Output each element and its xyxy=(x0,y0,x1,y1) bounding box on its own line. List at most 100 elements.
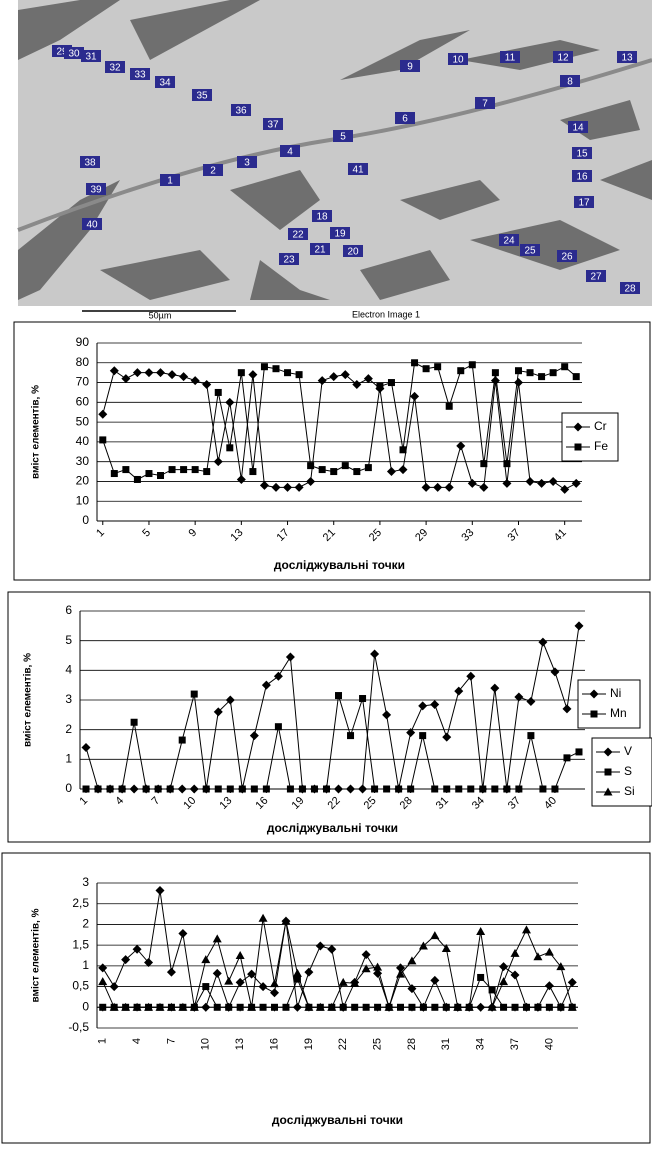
marker xyxy=(271,482,281,492)
marker xyxy=(526,696,536,706)
marker xyxy=(525,476,535,486)
marker xyxy=(298,785,306,793)
marker xyxy=(202,785,210,793)
marker xyxy=(445,402,453,410)
point-badge xyxy=(279,253,299,265)
marker xyxy=(118,785,126,793)
marker xyxy=(286,785,294,793)
marker xyxy=(281,916,291,925)
marker xyxy=(294,482,304,492)
marker xyxy=(376,383,384,391)
marker xyxy=(166,1002,176,1011)
point-badge xyxy=(310,243,330,255)
x-tick-label: 28 xyxy=(398,795,415,812)
marker xyxy=(351,1003,359,1011)
marker xyxy=(361,964,371,973)
point-badge xyxy=(192,89,212,101)
marker xyxy=(526,369,534,377)
marker xyxy=(537,478,547,488)
point-badge xyxy=(574,196,594,208)
marker xyxy=(479,785,487,793)
x-tick-label: 16 xyxy=(268,1038,280,1050)
marker xyxy=(422,365,430,373)
marker xyxy=(347,732,355,740)
x-tick-label: 25 xyxy=(362,795,379,812)
x-tick-label: 13 xyxy=(217,795,234,812)
point-badge xyxy=(586,270,606,282)
marker xyxy=(575,748,583,756)
marker xyxy=(213,457,223,467)
marker xyxy=(191,466,199,474)
series-line xyxy=(102,918,573,1010)
marker xyxy=(98,977,108,986)
marker xyxy=(534,1003,542,1011)
marker xyxy=(513,378,523,388)
y-tick-label: 90 xyxy=(76,335,90,349)
point-label: 5 xyxy=(340,132,346,143)
marker xyxy=(189,1002,199,1011)
micrograph-strip xyxy=(18,306,652,320)
marker xyxy=(464,1002,474,1011)
marker xyxy=(144,958,154,968)
marker xyxy=(562,704,572,714)
marker xyxy=(307,462,315,470)
marker xyxy=(284,369,292,377)
marker xyxy=(202,380,212,390)
y-tick-label: 10 xyxy=(76,493,90,507)
marker xyxy=(214,388,222,396)
x-tick-label: 16 xyxy=(253,795,270,812)
marker xyxy=(94,785,102,793)
marker xyxy=(283,482,293,492)
marker xyxy=(317,376,327,386)
point-badge xyxy=(560,75,580,87)
marker xyxy=(203,468,211,476)
marker xyxy=(293,975,301,983)
point-label: 28 xyxy=(624,284,636,295)
point-badge xyxy=(130,68,150,80)
legend-label: Ni xyxy=(610,686,621,700)
point-badge xyxy=(400,60,420,72)
marker xyxy=(201,955,211,964)
marker xyxy=(274,723,282,731)
x-tick-label: 17 xyxy=(275,527,292,544)
marker xyxy=(122,466,130,474)
marker xyxy=(249,731,259,741)
marker xyxy=(212,968,222,978)
marker xyxy=(330,468,338,476)
marker xyxy=(315,941,325,951)
marker xyxy=(99,1003,107,1011)
marker xyxy=(407,956,417,965)
x-tick-label: 34 xyxy=(475,1038,487,1050)
point-badge xyxy=(617,51,637,63)
marker xyxy=(352,380,362,390)
x-tick-label: 41 xyxy=(552,527,569,544)
point-label: 38 xyxy=(84,158,96,169)
marker xyxy=(430,699,440,709)
marker xyxy=(340,370,350,380)
y-tick-label: 2 xyxy=(82,917,89,931)
marker xyxy=(490,376,500,386)
legend-box xyxy=(561,412,619,462)
point-badge xyxy=(155,76,175,88)
x-tick-label: 7 xyxy=(150,795,163,808)
marker xyxy=(374,1003,382,1011)
marker xyxy=(370,649,380,659)
marker xyxy=(82,785,90,793)
marker xyxy=(178,929,188,939)
point-label: 22 xyxy=(292,230,304,241)
marker xyxy=(225,1003,233,1011)
series-line xyxy=(85,625,580,790)
image-caption: Electron Image 1 xyxy=(352,309,420,319)
legend-label: Cr xyxy=(594,419,607,433)
y-tick-label: 1 xyxy=(65,752,72,766)
marker xyxy=(604,768,612,776)
y-tick-label: 0 xyxy=(82,513,89,527)
x-tick-label: 40 xyxy=(542,795,559,812)
y-tick-label: 5 xyxy=(65,633,72,647)
series-line xyxy=(102,890,573,1009)
marker xyxy=(430,931,440,940)
point-label: 35 xyxy=(196,91,208,102)
x-tick-label: 29 xyxy=(413,527,430,544)
point-label: 17 xyxy=(578,198,590,209)
y-tick-label: 80 xyxy=(76,355,90,369)
